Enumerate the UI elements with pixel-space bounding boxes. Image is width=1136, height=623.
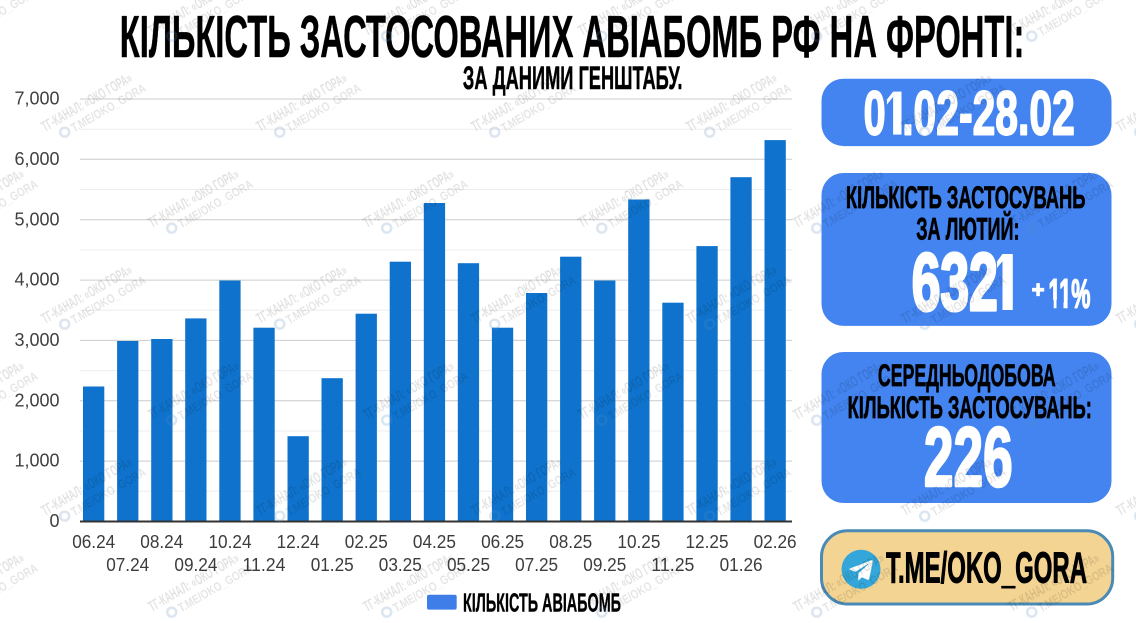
svg-text:03.25: 03.25: [379, 555, 422, 575]
svg-text:КІЛЬКІСТЬ АВІАБОМБ: КІЛЬКІСТЬ АВІАБОМБ: [463, 587, 621, 617]
svg-text:07.25: 07.25: [515, 555, 558, 575]
svg-text:0: 0: [864, 79, 886, 149]
svg-text:10.24: 10.24: [209, 532, 252, 552]
svg-text:632: 632: [912, 237, 998, 328]
svg-text:+: +: [1032, 276, 1045, 302]
svg-text:11.25: 11.25: [651, 555, 694, 575]
svg-text:7,000: 7,000: [14, 89, 59, 109]
svg-text:12.24: 12.24: [277, 532, 320, 552]
svg-text:02.26: 02.26: [754, 532, 797, 552]
svg-text:ЗА ЛЮТИЙ:: ЗА ЛЮТИЙ:: [916, 211, 1019, 247]
svg-text:04.25: 04.25: [413, 532, 456, 552]
svg-text:СЕРЕДНЬОДОБОВА: СЕРЕДНЬОДОБОВА: [878, 358, 1056, 393]
svg-text:05.25: 05.25: [447, 555, 490, 575]
svg-text:1,000: 1,000: [14, 451, 59, 471]
svg-text:09.24: 09.24: [174, 555, 217, 575]
svg-text:12.25: 12.25: [686, 532, 729, 552]
svg-text:2,000: 2,000: [14, 390, 59, 410]
svg-text:11.24: 11.24: [243, 555, 286, 575]
svg-text:08.24: 08.24: [140, 532, 183, 552]
svg-text:09.25: 09.25: [583, 555, 626, 575]
svg-text:07.24: 07.24: [106, 555, 149, 575]
svg-text:06.24: 06.24: [72, 532, 115, 552]
svg-text:T.ME/OKO_GORA: T.ME/OKO_GORA: [886, 544, 1087, 592]
svg-text:4,000: 4,000: [14, 270, 59, 290]
svg-text:.02-28.02: .02-28.02: [902, 79, 1075, 149]
svg-text:3,000: 3,000: [14, 330, 59, 350]
svg-text:06.25: 06.25: [481, 532, 524, 552]
svg-text:02.25: 02.25: [345, 532, 388, 552]
svg-text:ЗА ДАНИМИ ГЕНШТАБУ.: ЗА ДАНИМИ ГЕНШТАБУ.: [463, 60, 683, 96]
svg-text:КІЛЬКІСТЬ ЗАСТОСУВАНЬ: КІЛЬКІСТЬ ЗАСТОСУВАНЬ: [846, 180, 1086, 215]
svg-text:226: 226: [924, 410, 1013, 504]
svg-text:КІЛЬКІСТЬ ЗАСТОСУВАНЬ:: КІЛЬКІСТЬ ЗАСТОСУВАНЬ:: [848, 390, 1092, 425]
svg-text:6,000: 6,000: [14, 149, 59, 169]
svg-text:КІЛЬКІСТЬ ЗАСТОСОВАНИХ АВІАБОМ: КІЛЬКІСТЬ ЗАСТОСОВАНИХ АВІАБОМБ РФ НА ФР…: [120, 4, 1025, 70]
svg-text:0: 0: [49, 511, 59, 531]
svg-text:10.25: 10.25: [617, 532, 660, 552]
svg-text:01.25: 01.25: [311, 555, 354, 575]
svg-text:5,000: 5,000: [14, 209, 59, 229]
svg-text:01.26: 01.26: [720, 555, 763, 575]
svg-text:08.25: 08.25: [549, 532, 592, 552]
